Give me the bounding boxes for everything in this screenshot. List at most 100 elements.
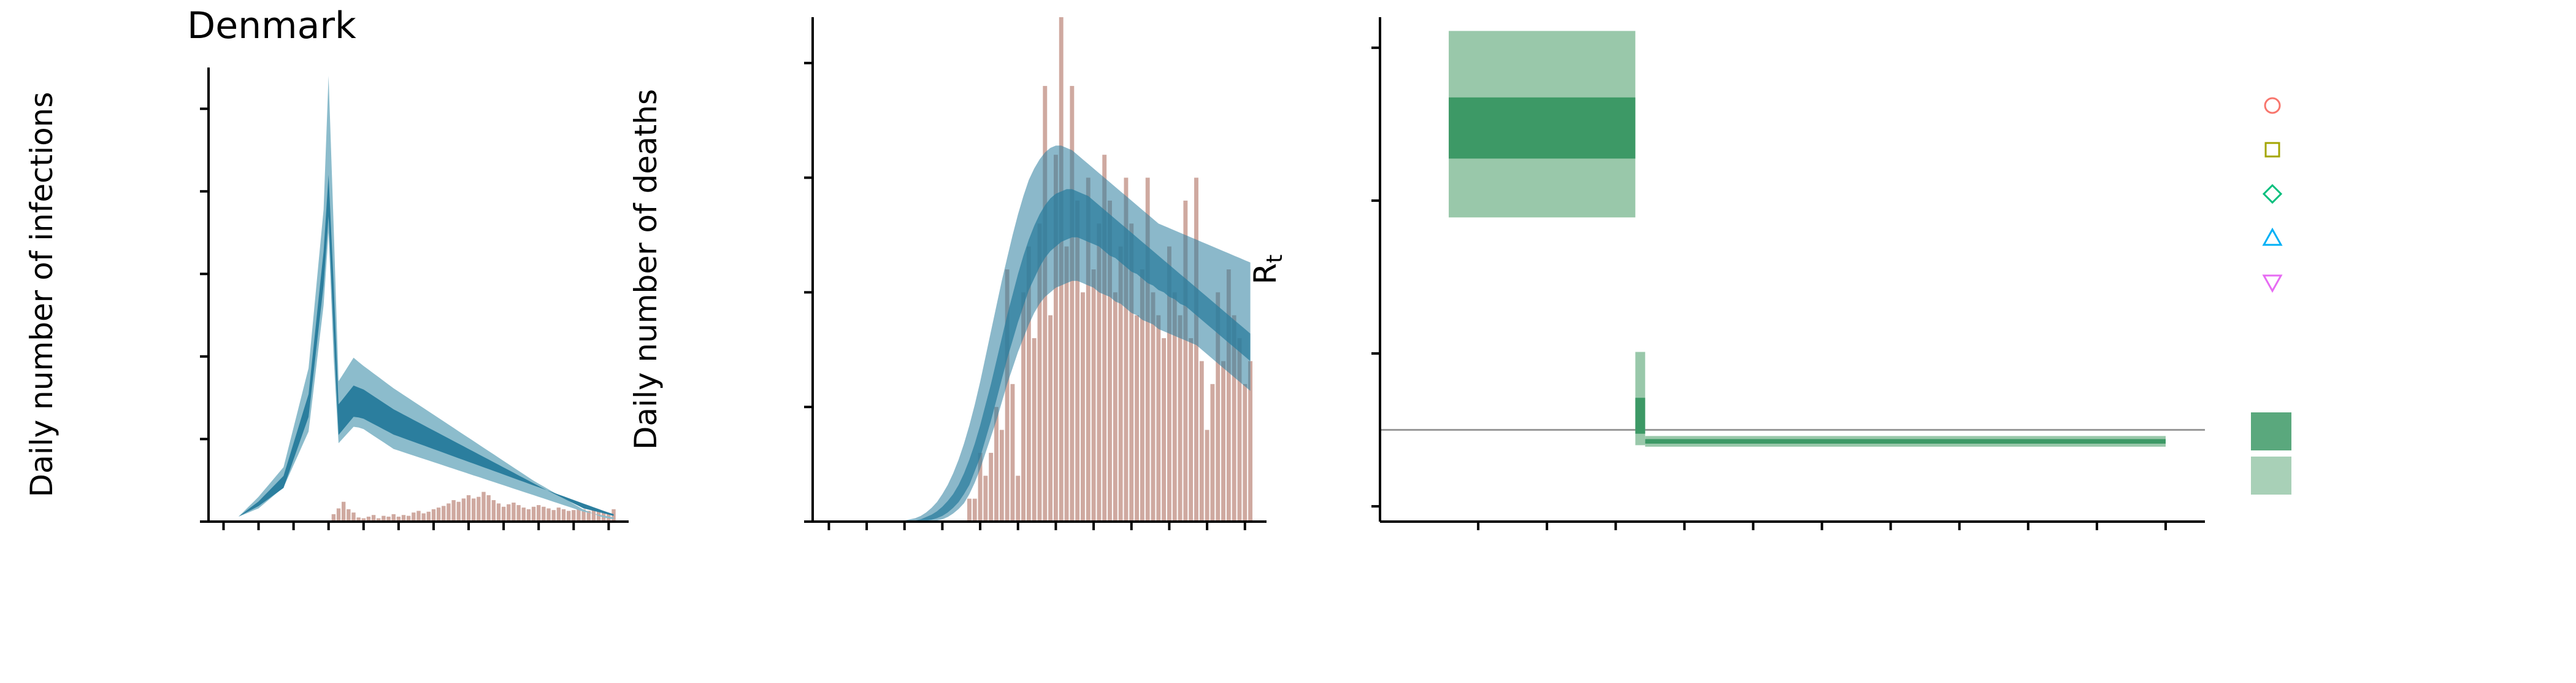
observed-deaths-bar: [1162, 338, 1167, 522]
observed-deaths-bar: [1124, 177, 1129, 522]
observed-cases-bar: [486, 495, 491, 522]
observed-deaths-bar: [1070, 86, 1075, 522]
observed-cases-bar: [431, 509, 436, 522]
observed-deaths-bar: [1118, 246, 1123, 522]
observed-cases-bar: [426, 511, 431, 522]
observed-cases-bar: [442, 506, 446, 522]
legend-marker-triangle-up: [2262, 227, 2283, 246]
observed-cases-bar: [386, 516, 391, 522]
legend-interval-swatch: [2251, 457, 2291, 495]
observed-deaths-bar: [1178, 315, 1183, 522]
observed-cases-bar: [481, 492, 486, 522]
observed-deaths-bar: [983, 476, 988, 522]
y-axis-label: Daily number of deaths: [628, 89, 664, 450]
observed-cases-bar: [351, 512, 356, 522]
observed-deaths-bar: [1032, 338, 1037, 522]
observed-cases-bar: [412, 512, 416, 522]
observed-deaths-bar: [1216, 292, 1221, 522]
observed-deaths-bar: [972, 498, 977, 522]
legend-interval-swatch: [2251, 412, 2291, 450]
observed-deaths-bar: [999, 430, 1004, 522]
observed-cases-bar: [347, 509, 351, 522]
observed-cases-bar: [526, 509, 531, 522]
observed-cases-bar: [586, 511, 591, 522]
observed-cases-bar: [512, 503, 516, 522]
observed-deaths-bar: [1037, 223, 1042, 522]
observed-deaths-bar: [1016, 476, 1021, 522]
observed-cases-bar: [401, 515, 406, 522]
observed-cases-bar: [546, 508, 551, 522]
observed-deaths-bar: [1091, 269, 1096, 522]
observed-deaths-bar: [1151, 292, 1156, 522]
observed-deaths-bar: [1248, 361, 1253, 522]
observed-cases-bar: [366, 516, 371, 522]
y-axis-label-text: Daily number of deaths: [628, 89, 664, 450]
legend-marker-diamond: [2262, 183, 2283, 204]
observed-cases-bar: [477, 496, 481, 522]
rt-50-interval: [1635, 398, 1646, 434]
observed-deaths-bar: [1194, 177, 1198, 522]
observed-deaths-bar: [967, 498, 972, 522]
observed-cases-bar: [581, 509, 586, 522]
observed-cases-bar: [361, 518, 366, 522]
observed-cases-bar: [396, 516, 401, 522]
observed-deaths-bar: [1113, 292, 1117, 522]
observed-deaths-bar: [1102, 155, 1107, 522]
observed-deaths-bar: [1199, 361, 1204, 522]
rt-50-interval: [1645, 439, 2166, 444]
observed-cases-bar: [577, 508, 581, 522]
observed-deaths-bar: [1232, 315, 1236, 522]
observed-cases-bar: [447, 503, 451, 522]
observed-cases-bar: [491, 500, 496, 522]
observed-cases-bar: [456, 501, 461, 522]
legend-marker-triangle-down: [2262, 274, 2283, 293]
observed-cases-bar: [377, 518, 381, 522]
chart-title: Denmark: [187, 4, 356, 47]
observed-cases-bar: [496, 503, 501, 522]
infections-panel: Daily number of infections: [24, 68, 629, 530]
observed-deaths-bar: [1189, 338, 1194, 522]
observed-deaths-bar: [1021, 292, 1026, 522]
observed-cases-bar: [407, 515, 411, 522]
observed-cases-bar: [356, 517, 361, 522]
observed-deaths-bar: [978, 452, 983, 522]
observed-deaths-bar: [1064, 246, 1069, 522]
observed-cases-bar: [561, 509, 566, 522]
y-axis-label: Rt: [1248, 255, 1287, 285]
observed-deaths-bar: [1145, 177, 1150, 522]
observed-deaths-bar: [1237, 338, 1242, 522]
observed-cases-bar: [466, 495, 471, 522]
infections-95-band: [209, 75, 614, 519]
observed-deaths-bar: [1167, 246, 1171, 522]
observed-deaths-bar: [1135, 315, 1140, 522]
observed-cases-bar: [516, 505, 521, 522]
observed-cases-bar: [556, 507, 561, 522]
observed-deaths-bar: [1243, 384, 1248, 522]
observed-deaths-bar: [1140, 269, 1144, 522]
observed-cases-bar: [461, 498, 466, 522]
infections-50-band: [209, 174, 614, 517]
observed-deaths-bar: [1075, 200, 1080, 522]
observed-cases-bar: [336, 508, 341, 522]
observed-cases-bar: [371, 515, 376, 522]
observed-cases-bar: [391, 514, 396, 522]
observed-deaths-bar: [1048, 315, 1053, 522]
observed-cases-bar: [501, 506, 506, 522]
observed-cases-bar: [551, 510, 556, 522]
observed-cases-bar: [542, 506, 546, 522]
observed-cases-bar: [537, 505, 541, 522]
legend-marker-square: [2264, 142, 2280, 158]
observed-deaths-bar: [1005, 269, 1010, 522]
observed-deaths-bar: [994, 407, 999, 522]
deaths-95-band: [813, 145, 1251, 522]
observed-deaths-bar: [1183, 200, 1188, 522]
observed-cases-bar: [521, 507, 526, 522]
y-axis-label-text: Daily number of infections: [24, 92, 59, 498]
observed-deaths-bar: [1108, 200, 1112, 522]
observed-cases-bar: [436, 507, 441, 522]
observed-cases-bar: [572, 510, 576, 522]
legend-marker-circle: [2264, 97, 2281, 114]
observed-cases-bar: [331, 514, 336, 522]
observed-cases-bar: [591, 509, 596, 522]
